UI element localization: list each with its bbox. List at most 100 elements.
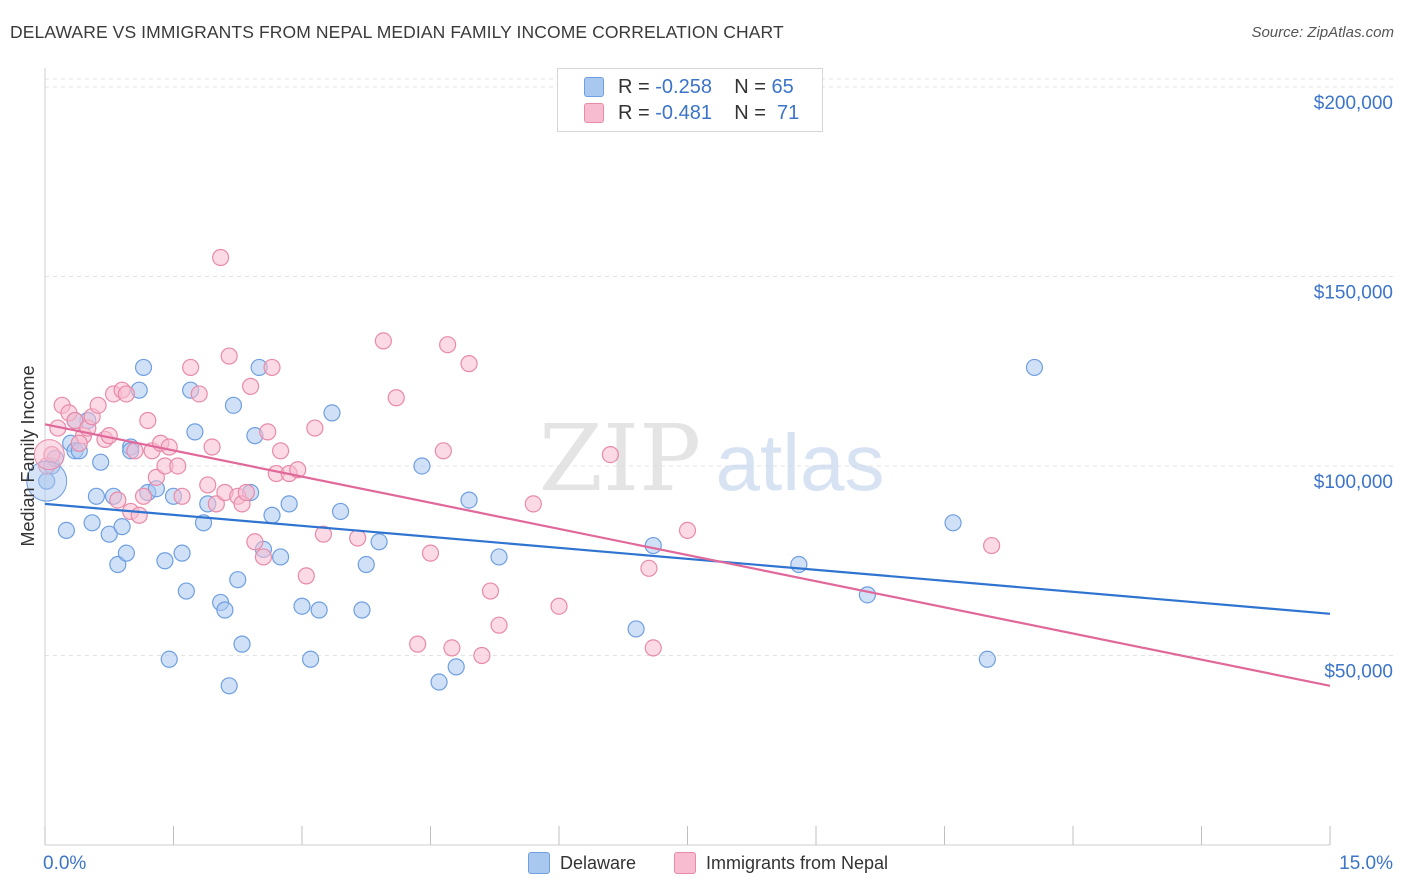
delaware-trend-line [44, 502, 1331, 615]
nepal-point [134, 487, 153, 505]
y-tick-label: $200,000 [1314, 93, 1393, 114]
nepal-point [306, 419, 324, 437]
trend-lines [44, 423, 1331, 687]
delaware-point [858, 586, 877, 604]
legend-swatch-delaware [528, 852, 550, 874]
x-tick-label: 0.0% [43, 853, 86, 874]
delaware-point [57, 521, 76, 540]
nepal-point [460, 355, 478, 373]
nepal-point [421, 544, 440, 562]
nepal-point [550, 597, 568, 615]
legend-n-value: 65 [771, 75, 794, 98]
chart-title: DELAWARE VS IMMIGRANTS FROM NEPAL MEDIAN… [10, 22, 784, 42]
nepal-point [139, 411, 157, 430]
nepal-point [130, 506, 148, 524]
nepal-point [443, 639, 461, 657]
delaware-point [134, 358, 153, 377]
legend-n-label: N = [734, 101, 766, 124]
nepal-point [678, 521, 697, 540]
nepal-point [212, 248, 230, 267]
delaware-point [177, 582, 195, 600]
nepal-point [434, 442, 452, 460]
nepal-point [640, 559, 658, 577]
delaware-point [627, 620, 645, 638]
nepal-point [601, 446, 620, 464]
y-tick-label: $50,000 [1324, 661, 1393, 682]
delaware-point [216, 601, 234, 619]
delaware-point [944, 514, 962, 532]
nepal-point-cluster [33, 439, 65, 471]
legend-item-delaware: Delaware [528, 852, 636, 874]
legend-n-label: N = [734, 75, 766, 98]
delaware-point [160, 650, 178, 668]
nepal-trend-line [44, 423, 1331, 687]
series-legend: Delaware Immigrants from Nepal [0, 852, 1406, 876]
legend-r-value: -0.258 [655, 75, 712, 98]
delaware-point [100, 525, 118, 543]
delaware-point [293, 597, 311, 615]
nepal-point [160, 438, 178, 456]
nepal-point [66, 411, 84, 430]
delaware-point [323, 404, 341, 422]
nepal-point [203, 438, 221, 456]
legend-r-value: -0.481 [655, 101, 712, 124]
nepal-point [207, 495, 225, 513]
nepal-point [199, 476, 217, 494]
delaware-point [280, 495, 298, 513]
y-tick-label: $150,000 [1314, 282, 1393, 303]
nepal-point [524, 495, 542, 513]
delaware-point [186, 423, 204, 441]
source-label: Source: ZipAtlas.com [1251, 24, 1394, 41]
delaware-point [370, 533, 388, 551]
nepal-point [439, 336, 457, 354]
nepal-point [259, 423, 277, 441]
delaware-point [83, 514, 101, 532]
delaware-point [173, 544, 191, 562]
delaware-point [413, 457, 431, 475]
delaware-point [92, 453, 110, 471]
correlation-legend: R = -0.258 N = 65 R = -0.481 N = 71 [557, 68, 823, 132]
delaware-point [460, 491, 478, 509]
y-tick-label: $100,000 [1314, 472, 1393, 493]
nepal-point [490, 616, 508, 634]
delaware-point [978, 650, 996, 668]
nepal-point [182, 358, 200, 377]
delaware-point [117, 544, 135, 562]
nepal-point [387, 389, 405, 407]
delaware-point [156, 552, 174, 570]
watermark-atlas: atlas [716, 418, 885, 507]
nepal-point [70, 434, 88, 452]
data-points [26, 248, 1044, 695]
delaware-point [113, 518, 131, 536]
legend-swatch-nepal [674, 852, 696, 874]
nepal-point [254, 548, 273, 566]
gridlines [45, 78, 1395, 656]
delaware-point [271, 548, 290, 566]
legend-item-nepal: Immigrants from Nepal [674, 852, 888, 874]
x-tick-label: 15.0% [1339, 853, 1393, 874]
delaware-point [430, 673, 448, 691]
delaware-point [229, 571, 247, 589]
delaware-point [490, 548, 508, 566]
delaware-point [87, 487, 106, 505]
nepal-point [349, 529, 367, 547]
legend-row-delaware: R = -0.258 N = 65 [584, 74, 794, 100]
delaware-point [310, 601, 328, 619]
delaware-point [109, 555, 127, 574]
axes [44, 68, 1331, 846]
nepal-point [190, 385, 208, 403]
nepal-point [169, 457, 187, 475]
nepal-point [173, 487, 191, 505]
nepal-point [126, 442, 144, 460]
delaware-point [224, 396, 243, 414]
legend-r-label: R = [618, 75, 650, 98]
nepal-point [644, 639, 662, 657]
nepal-point [297, 567, 315, 585]
delaware-point [1025, 358, 1044, 377]
legend-swatch-delaware [584, 77, 604, 97]
legend-label-nepal: Immigrants from Nepal [706, 852, 889, 873]
y-axis-title: Median Family Income [18, 365, 38, 546]
nepal-point [89, 396, 107, 414]
nepal-point [409, 635, 427, 653]
